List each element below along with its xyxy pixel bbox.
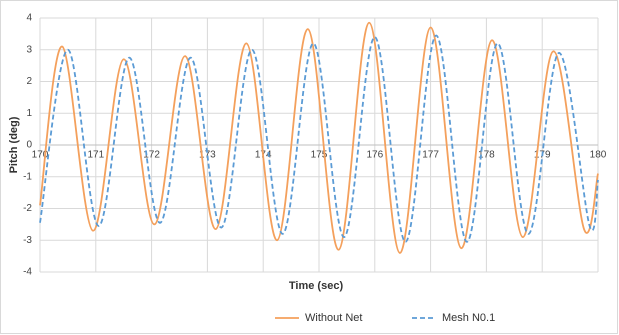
y-tick-label: 2 <box>26 76 32 87</box>
legend-label: Without Net <box>305 312 362 324</box>
y-tick-label: 3 <box>26 44 32 55</box>
x-tick-label: 171 <box>87 150 104 161</box>
x-tick-label: 178 <box>478 150 495 161</box>
data-line <box>39 34 599 243</box>
x-tick-label: 177 <box>422 150 439 161</box>
x-tick-label: 172 <box>143 150 160 161</box>
x-axis-title: Time (sec) <box>289 280 344 292</box>
legend-label: Mesh N0.1 <box>442 312 495 324</box>
x-tick-label: 170 <box>32 150 49 161</box>
y-tick-label: 0 <box>26 140 32 151</box>
y-tick-label: -4 <box>23 267 32 278</box>
y-tick-label: 1 <box>26 108 32 119</box>
x-tick-label: 173 <box>199 150 216 161</box>
data-line <box>39 21 599 254</box>
x-tick-label: 180 <box>590 150 607 161</box>
y-tick-label: -1 <box>23 171 32 182</box>
y-tick-label: -3 <box>23 235 32 246</box>
x-tick-label: 176 <box>366 150 383 161</box>
y-axis-title: Pitch (deg) <box>8 116 20 173</box>
y-tick-label: -2 <box>23 203 32 214</box>
x-tick-label: 175 <box>311 150 328 161</box>
y-tick-label: 4 <box>26 13 32 24</box>
